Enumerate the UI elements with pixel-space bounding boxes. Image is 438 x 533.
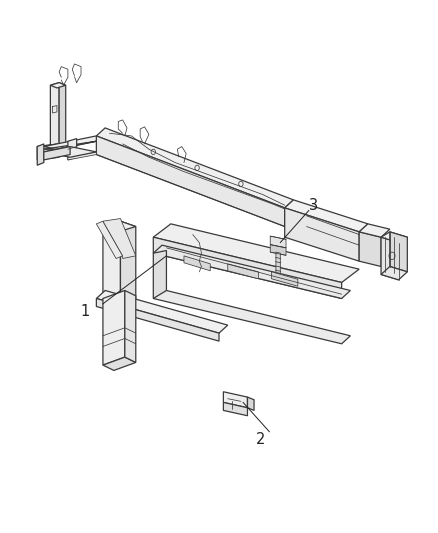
- Polygon shape: [381, 232, 407, 243]
- Polygon shape: [37, 144, 59, 155]
- Text: 3: 3: [309, 198, 318, 213]
- Polygon shape: [103, 301, 136, 312]
- Polygon shape: [50, 83, 66, 88]
- Polygon shape: [59, 83, 66, 144]
- Polygon shape: [184, 256, 210, 271]
- Polygon shape: [223, 392, 247, 408]
- Polygon shape: [96, 221, 123, 259]
- Polygon shape: [120, 221, 136, 306]
- Text: 2: 2: [256, 432, 265, 447]
- Polygon shape: [381, 237, 399, 280]
- Polygon shape: [223, 402, 247, 416]
- Polygon shape: [103, 221, 120, 306]
- Polygon shape: [44, 136, 110, 149]
- Polygon shape: [125, 290, 136, 362]
- Polygon shape: [272, 272, 298, 286]
- Polygon shape: [50, 83, 59, 147]
- Polygon shape: [153, 224, 359, 282]
- Polygon shape: [37, 152, 59, 160]
- Polygon shape: [390, 232, 407, 272]
- Polygon shape: [96, 298, 219, 341]
- Polygon shape: [44, 147, 70, 160]
- Polygon shape: [37, 144, 66, 149]
- Polygon shape: [153, 251, 166, 298]
- Polygon shape: [103, 221, 136, 232]
- Polygon shape: [228, 264, 258, 279]
- Polygon shape: [381, 266, 407, 280]
- Polygon shape: [103, 219, 136, 259]
- Polygon shape: [68, 139, 77, 160]
- Polygon shape: [270, 236, 286, 248]
- Polygon shape: [103, 290, 125, 365]
- Polygon shape: [153, 245, 350, 298]
- Polygon shape: [37, 144, 44, 165]
- Polygon shape: [96, 128, 293, 208]
- Polygon shape: [359, 232, 381, 266]
- Polygon shape: [44, 147, 96, 157]
- Polygon shape: [153, 237, 342, 298]
- Polygon shape: [285, 200, 368, 232]
- Polygon shape: [103, 357, 136, 370]
- Polygon shape: [359, 224, 390, 237]
- Polygon shape: [44, 139, 110, 149]
- Text: 1: 1: [81, 304, 90, 319]
- Polygon shape: [96, 290, 228, 333]
- Polygon shape: [96, 136, 285, 227]
- Polygon shape: [247, 397, 254, 410]
- Polygon shape: [68, 152, 96, 160]
- Polygon shape: [285, 208, 359, 261]
- Polygon shape: [153, 290, 350, 344]
- Polygon shape: [276, 252, 280, 273]
- Polygon shape: [270, 245, 286, 255]
